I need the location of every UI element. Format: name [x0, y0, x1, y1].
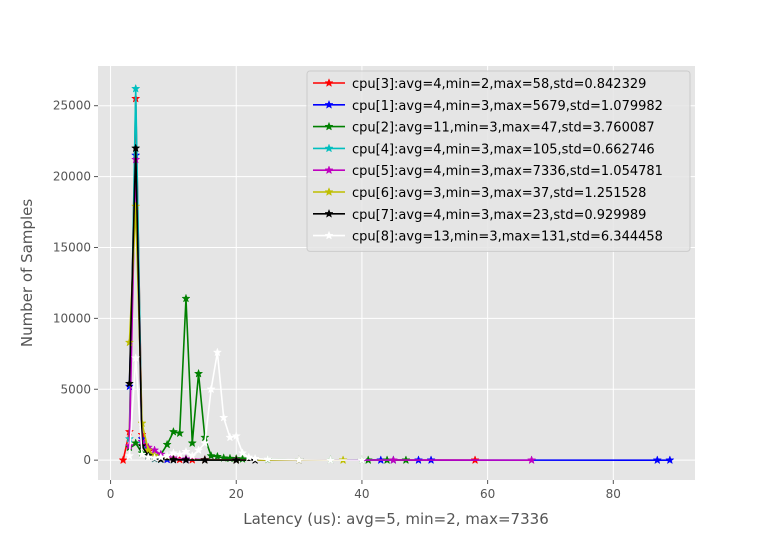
series-point: [181, 446, 191, 456]
series-point: [187, 450, 197, 460]
series-point: [263, 454, 273, 464]
y-tick-label: 5000: [60, 382, 91, 396]
x-axis-label: Latency (us): avg=5, min=2, max=7336: [243, 510, 549, 528]
y-tick-label: 0: [83, 453, 91, 467]
legend-box: [306, 70, 691, 252]
series-point: [231, 455, 241, 465]
series-point: [168, 448, 179, 458]
x-tick-label: 40: [354, 487, 369, 501]
legend-label: cpu[3]:avg=4,min=2,max=58,std=0.842329: [352, 77, 646, 92]
series-point: [388, 455, 399, 465]
legend-label: cpu[7]:avg=4,min=3,max=23,std=0.929989: [352, 208, 646, 223]
legend-marker: [324, 208, 334, 218]
series-layer: [118, 83, 675, 465]
series-point: [131, 201, 141, 211]
series-point: [200, 438, 210, 448]
legend-label: cpu[1]:avg=4,min=3,max=5679,std=1.079982: [352, 99, 663, 114]
legend-label: cpu[8]:avg=13,min=3,max=131,std=6.344458: [352, 230, 663, 245]
series-point: [181, 293, 191, 303]
series-point: [206, 384, 216, 394]
series-point: [162, 439, 172, 449]
series-point: [231, 431, 241, 441]
legend-marker: [324, 99, 334, 109]
series-point: [237, 448, 248, 458]
y-tick-label: 15000: [53, 240, 91, 254]
series-8: [124, 347, 367, 465]
series-point: [244, 452, 254, 462]
legend-label: cpu[4]:avg=4,min=3,max=105,std=0.662746: [352, 142, 655, 157]
series-point: [124, 378, 135, 388]
legend-marker: [324, 230, 334, 240]
legend-label: cpu[5]:avg=4,min=3,max=7336,std=1.054781: [352, 164, 663, 179]
legend-marker: [324, 78, 334, 87]
series-point: [225, 432, 235, 442]
series-point: [219, 412, 229, 422]
y-tick-label: 20000: [53, 170, 91, 184]
series-point: [131, 83, 141, 93]
series-point: [168, 454, 179, 464]
series-point: [212, 347, 223, 357]
x-tick-label: 80: [606, 487, 621, 501]
legend-label: cpu[2]:avg=11,min=3,max=47,std=3.760087: [352, 121, 655, 136]
series-point: [131, 143, 141, 153]
series-point: [193, 445, 204, 455]
x-tick-label: 20: [229, 487, 244, 501]
series-point: [181, 455, 191, 464]
series-point: [175, 428, 185, 438]
series-point: [294, 454, 304, 464]
x-tick-label: 0: [107, 487, 115, 501]
series-point: [124, 381, 135, 391]
legend-marker: [324, 187, 334, 196]
legend-label: cpu[6]:avg=3,min=3,max=37,std=1.251528: [352, 186, 646, 201]
series-point: [118, 455, 128, 465]
y-tick-label: 25000: [53, 99, 91, 113]
series-point: [206, 450, 216, 460]
axis-ticks: 0 20 40 60 80 0 5000 10000 15000 20000 25000: [53, 99, 621, 501]
legend-marker: [324, 121, 334, 131]
legend: cpu[3]:avg=4,min=2,max=58,std=0.842329 cp…: [306, 70, 691, 252]
series-point: [124, 450, 135, 460]
series-point: [325, 455, 336, 465]
series-point: [168, 426, 179, 436]
series-point: [175, 449, 185, 459]
series-point: [200, 455, 210, 465]
x-tick-label: 60: [480, 487, 495, 501]
series-point: [652, 455, 662, 465]
series-point: [212, 451, 223, 461]
series-point: [250, 453, 260, 463]
y-axis-label: Number of Samples: [18, 199, 36, 347]
series-point: [193, 368, 204, 378]
series-point: [526, 455, 537, 465]
series-point: [187, 438, 197, 448]
legend-marker: [324, 165, 334, 175]
series-point: [162, 450, 172, 460]
series-point: [665, 455, 675, 465]
legend-marker: [324, 143, 334, 153]
series-point: [143, 452, 153, 462]
series-point: [131, 353, 141, 363]
series-point: [137, 449, 147, 459]
y-tick-label: 10000: [53, 311, 91, 325]
series-point: [156, 452, 166, 462]
series-point: [357, 455, 367, 465]
series-point: [124, 337, 135, 347]
